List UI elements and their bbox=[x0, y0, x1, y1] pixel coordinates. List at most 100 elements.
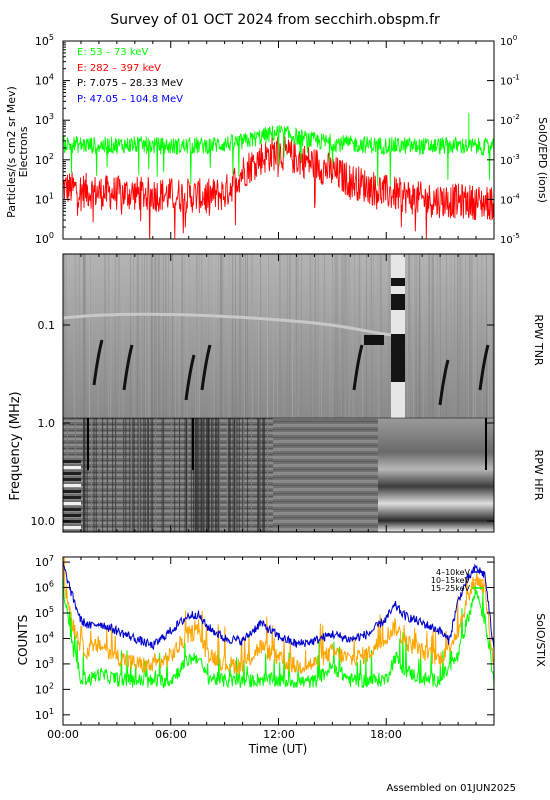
tnr-band bbox=[62, 312, 401, 338]
epd-ytick-right-label: 10-2 bbox=[500, 113, 520, 127]
stix-series-line bbox=[63, 564, 494, 689]
tnr-column bbox=[391, 406, 405, 414]
hfr-quiet-band bbox=[273, 418, 378, 532]
hfr-edge bbox=[63, 472, 81, 475]
tnr-column bbox=[391, 286, 405, 294]
stix-ytick-label: 102 bbox=[35, 681, 54, 696]
epd-ytick-right-label: 10-1 bbox=[500, 74, 520, 88]
stix-ytick-label: 105 bbox=[35, 605, 54, 620]
stix-ytick-label: 106 bbox=[35, 580, 54, 595]
tnr-column bbox=[391, 358, 405, 366]
epd-ytick-right-label: 10-4 bbox=[500, 192, 520, 206]
stix-ytick-label: 103 bbox=[35, 656, 54, 671]
epd-ytick-label: 102 bbox=[35, 152, 54, 167]
epd-ytick-label: 105 bbox=[35, 33, 54, 48]
rpw-ytick-label: 10.0 bbox=[31, 515, 56, 528]
tnr-spectrogram bbox=[63, 254, 494, 418]
rpw-ytick-label: 1.0 bbox=[38, 417, 56, 430]
hfr-texture bbox=[63, 418, 487, 532]
epd-ytick-right-label: 10-5 bbox=[500, 232, 520, 246]
tnr-column bbox=[391, 326, 405, 334]
epd-y-label-line2: Electrons bbox=[17, 126, 30, 177]
footer-note: Assembled on 01JUN2025 bbox=[386, 783, 516, 794]
radio-burst bbox=[478, 344, 490, 391]
hfr-edge bbox=[63, 460, 81, 463]
radio-burst bbox=[364, 335, 384, 345]
tnr-column bbox=[391, 254, 405, 262]
tnr-column bbox=[391, 262, 405, 270]
tnr-column bbox=[391, 398, 405, 406]
tnr-texture bbox=[62, 254, 493, 422]
x-tick-label: 18:00 bbox=[370, 728, 402, 741]
hfr-edge bbox=[63, 508, 81, 511]
hfr-edge bbox=[63, 484, 81, 487]
hfr-edge bbox=[63, 466, 81, 469]
epd-legend-item: P: 7.075 – 28.33 MeV bbox=[77, 78, 183, 89]
x-tick-label: 12:00 bbox=[263, 728, 295, 741]
rpw-y-label: Frequency (MHz) bbox=[8, 391, 23, 500]
epd-ytick-label: 100 bbox=[35, 231, 54, 246]
hfr-edge bbox=[63, 496, 81, 499]
rpw-ytick-label: 0.1 bbox=[38, 319, 56, 332]
stix-legend-item: 4–10keV bbox=[436, 568, 471, 577]
rpw-tnr-label: RPW TNR bbox=[532, 314, 545, 366]
stix-frame bbox=[62, 556, 495, 726]
epd-legend-item: E: 53 – 73 keV bbox=[77, 47, 148, 58]
stix-legend-item: 15–25keV bbox=[431, 584, 471, 593]
hfr-edge bbox=[63, 520, 81, 523]
stix-ytick-label: 107 bbox=[35, 554, 54, 569]
rpw-panel: 0.1 1.0 10.0 Frequency (MHz) RPW TNR RPW… bbox=[8, 253, 545, 533]
tnr-column bbox=[391, 270, 405, 278]
epd-ytick-label: 104 bbox=[35, 73, 54, 88]
tnr-column bbox=[391, 294, 405, 302]
epd-ytick-right-label: 10-3 bbox=[500, 153, 520, 167]
tnr-column bbox=[391, 350, 405, 358]
x-tick-label: 00:00 bbox=[47, 728, 79, 741]
hfr-edge bbox=[63, 514, 81, 517]
epd-ytick-right-label: 100 bbox=[500, 34, 517, 48]
tnr-column bbox=[391, 342, 405, 350]
stix-legend-item: 10–15keV bbox=[431, 576, 471, 585]
radio-burst bbox=[184, 354, 196, 401]
epd-ytick-label: 103 bbox=[35, 112, 54, 127]
x-axis-label: Time (UT) bbox=[248, 742, 308, 756]
tnr-column bbox=[391, 374, 405, 382]
x-tick-label: 06:00 bbox=[155, 728, 187, 741]
epd-y-label-line1: Particles/(s cm2 sr Mev) bbox=[5, 86, 18, 218]
hfr-edge bbox=[63, 490, 81, 493]
tnr-column bbox=[391, 334, 405, 342]
stix-panel: 101 102 103 104 105 106 107 COUNTS SolO/STIX 4… bbox=[16, 554, 547, 756]
radio-burst bbox=[352, 344, 364, 391]
rpw-yticks: 0.1 1.0 10.0 bbox=[31, 319, 494, 528]
hfr-spectrogram bbox=[63, 418, 273, 532]
stix-ytick-label: 104 bbox=[35, 630, 54, 645]
tnr-column bbox=[391, 310, 405, 318]
hfr-edge bbox=[63, 526, 81, 529]
stix-series-line bbox=[63, 561, 494, 650]
chart-title: Survey of 01 OCT 2024 from secchirh.obsp… bbox=[110, 12, 440, 28]
epd-legend: E: 53 – 73 keV E: 282 – 397 keV P: 7.075… bbox=[77, 47, 183, 105]
radio-burst bbox=[92, 339, 104, 386]
stix-right-label: SolO/STIX bbox=[534, 613, 547, 667]
stix-series-line bbox=[63, 557, 494, 675]
rpw-hfr-label: RPW HFR bbox=[532, 450, 545, 501]
radio-burst bbox=[200, 344, 212, 391]
hfr-edge bbox=[63, 478, 81, 481]
epd-series-line bbox=[63, 125, 494, 187]
stix-legend: 4–10keV 10–15keV 15–25keV bbox=[431, 568, 484, 593]
epd-right-label: SolO/EPD (ions) bbox=[536, 117, 549, 203]
tnr-column bbox=[391, 382, 405, 390]
radio-burst bbox=[438, 359, 450, 406]
hfr-edge bbox=[63, 502, 81, 505]
epd-legend-item: E: 282 – 397 keV bbox=[77, 63, 161, 74]
epd-ytick-label: 101 bbox=[35, 191, 54, 206]
radio-burst bbox=[122, 344, 134, 391]
hfr-late-band bbox=[378, 418, 494, 532]
tnr-column bbox=[391, 318, 405, 326]
tnr-column bbox=[391, 302, 405, 310]
tnr-column bbox=[391, 390, 405, 398]
x-tick-labels: 00:00 06:00 12:00 18:00 bbox=[47, 728, 402, 741]
tnr-column bbox=[391, 278, 405, 286]
epd-panel: 100 101 102 103 104 105 10-5 10-4 10-3 10-2 10-1 1… bbox=[5, 33, 549, 246]
